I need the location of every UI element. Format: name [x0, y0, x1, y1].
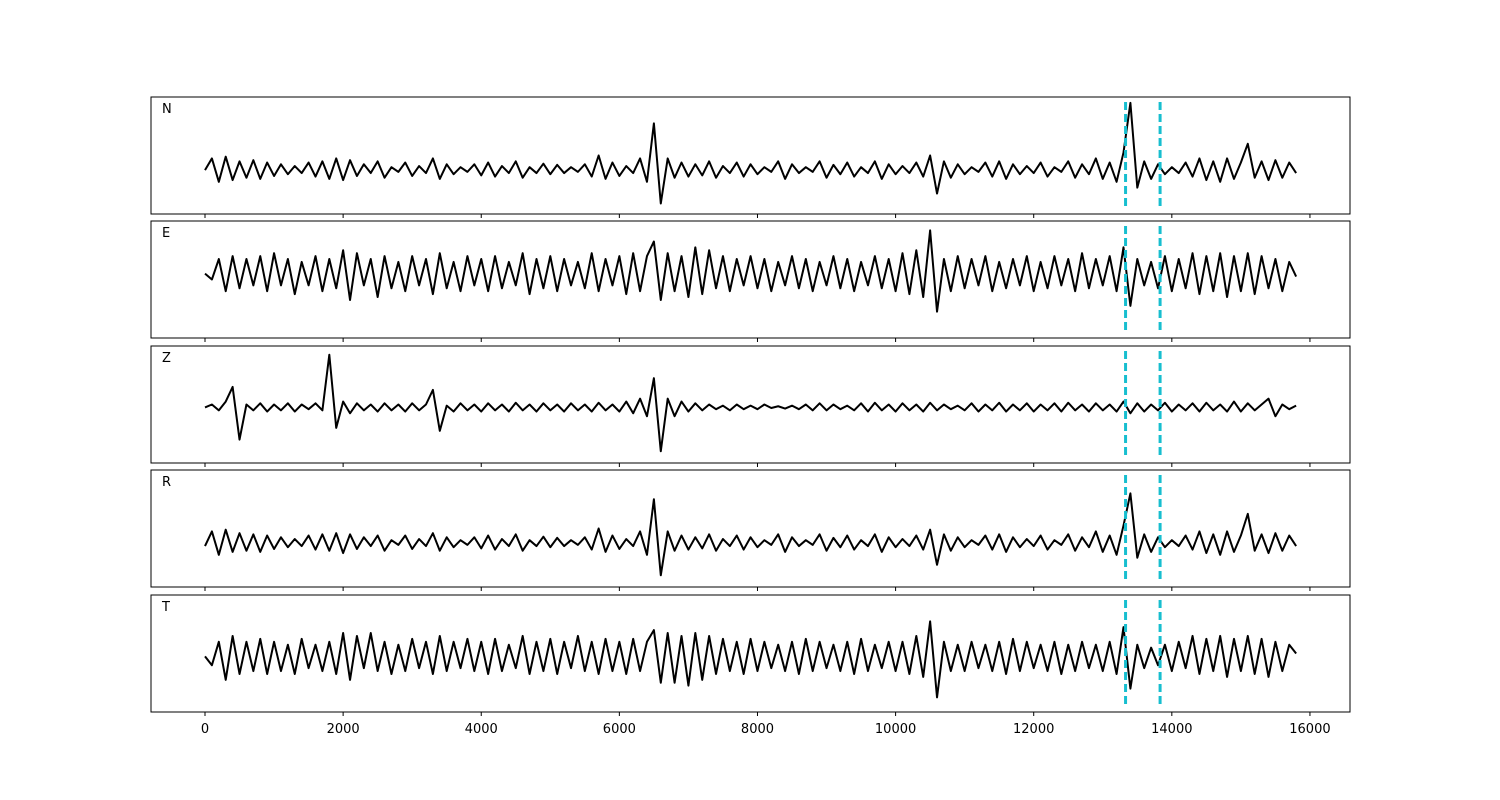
- panel-label: T: [161, 600, 170, 615]
- x-tick-label: 2000: [327, 722, 360, 737]
- panel-label: Z: [162, 351, 171, 366]
- waveform: [204, 229, 1298, 313]
- waveform: [204, 101, 1297, 205]
- x-tick-label: 8000: [741, 722, 774, 737]
- x-tick-label: 10000: [875, 722, 916, 737]
- x-tick-label: 14000: [1151, 722, 1192, 737]
- x-tick-label: 0: [201, 722, 209, 737]
- x-tick-label: 12000: [1013, 722, 1054, 737]
- panel-frame: [150, 345, 1351, 464]
- panel-label: N: [162, 102, 172, 117]
- waveform: [204, 492, 1297, 577]
- panel-label: E: [162, 226, 170, 241]
- panel-frame: [150, 469, 1351, 588]
- panel-frame: [150, 594, 1351, 713]
- x-tick-label: 16000: [1289, 722, 1330, 737]
- waveform: [204, 353, 1297, 453]
- waveform: [204, 620, 1297, 699]
- panel-frame: [150, 96, 1351, 215]
- panel-label: R: [162, 475, 171, 490]
- x-tick-label: 4000: [465, 722, 498, 737]
- x-tick-label: 6000: [603, 722, 636, 737]
- panel-frame: [150, 220, 1351, 339]
